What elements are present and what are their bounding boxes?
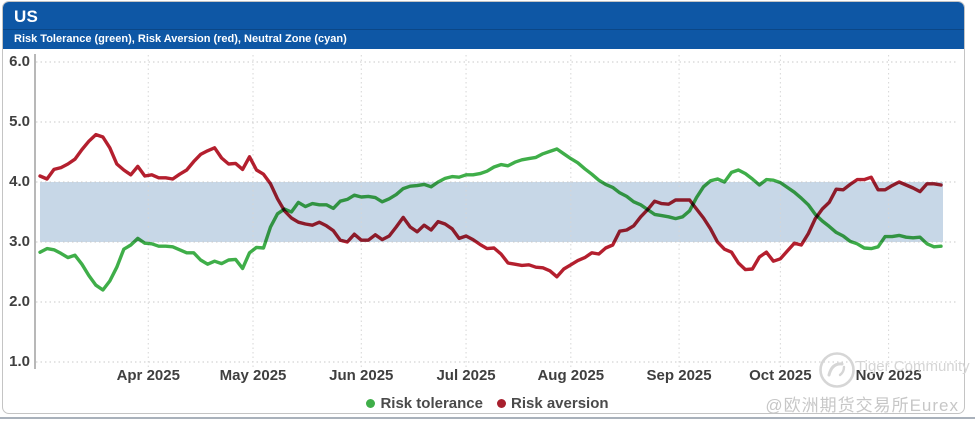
chart-legend: Risk tolerance Risk aversion [0,395,975,412]
x-tick-label: Oct 2025 [749,367,812,384]
legend-label: Risk aversion [510,395,609,412]
legend-dot-icon [496,399,506,408]
legend-label: Risk tolerance [380,395,483,412]
series-line-risk-aversion [38,132,943,279]
x-tick-label: Jul 2025 [436,367,496,384]
x-tick-label: May 2025 [219,367,287,384]
y-tick-label: 2.0 [9,293,30,310]
x-tick-label: Apr 2025 [116,367,180,384]
panel-header: US Risk Tolerance (green), Risk Aversion… [3,2,964,49]
legend-item: Risk aversion [496,395,609,412]
x-tick-label: Aug 2025 [537,367,605,384]
x-tick-label: Sep 2025 [646,367,712,384]
x-tick-label: Nov 2025 [855,367,922,384]
legend-item: Risk tolerance [366,395,483,412]
y-tick-label: 6.0 [9,53,30,70]
chart-subtitle: Risk Tolerance (green), Risk Aversion (r… [3,29,964,45]
watermark-handle: @欧洲期货交易所Eurex [765,396,959,415]
y-tick-label: 5.0 [9,113,30,130]
legend-dot-icon [366,399,376,408]
y-tick-label: 1.0 [9,353,30,370]
tiger-community-logo-icon [819,352,855,388]
y-tick-label: 3.0 [9,233,30,250]
page-title: US [14,7,39,26]
series-line-risk-tolerance [38,147,943,292]
page-bottom-divider [0,417,975,419]
x-tick-label: Jun 2025 [329,367,394,384]
watermark-community: Tiger Community [856,358,970,375]
y-tick-label: 4.0 [9,173,30,190]
